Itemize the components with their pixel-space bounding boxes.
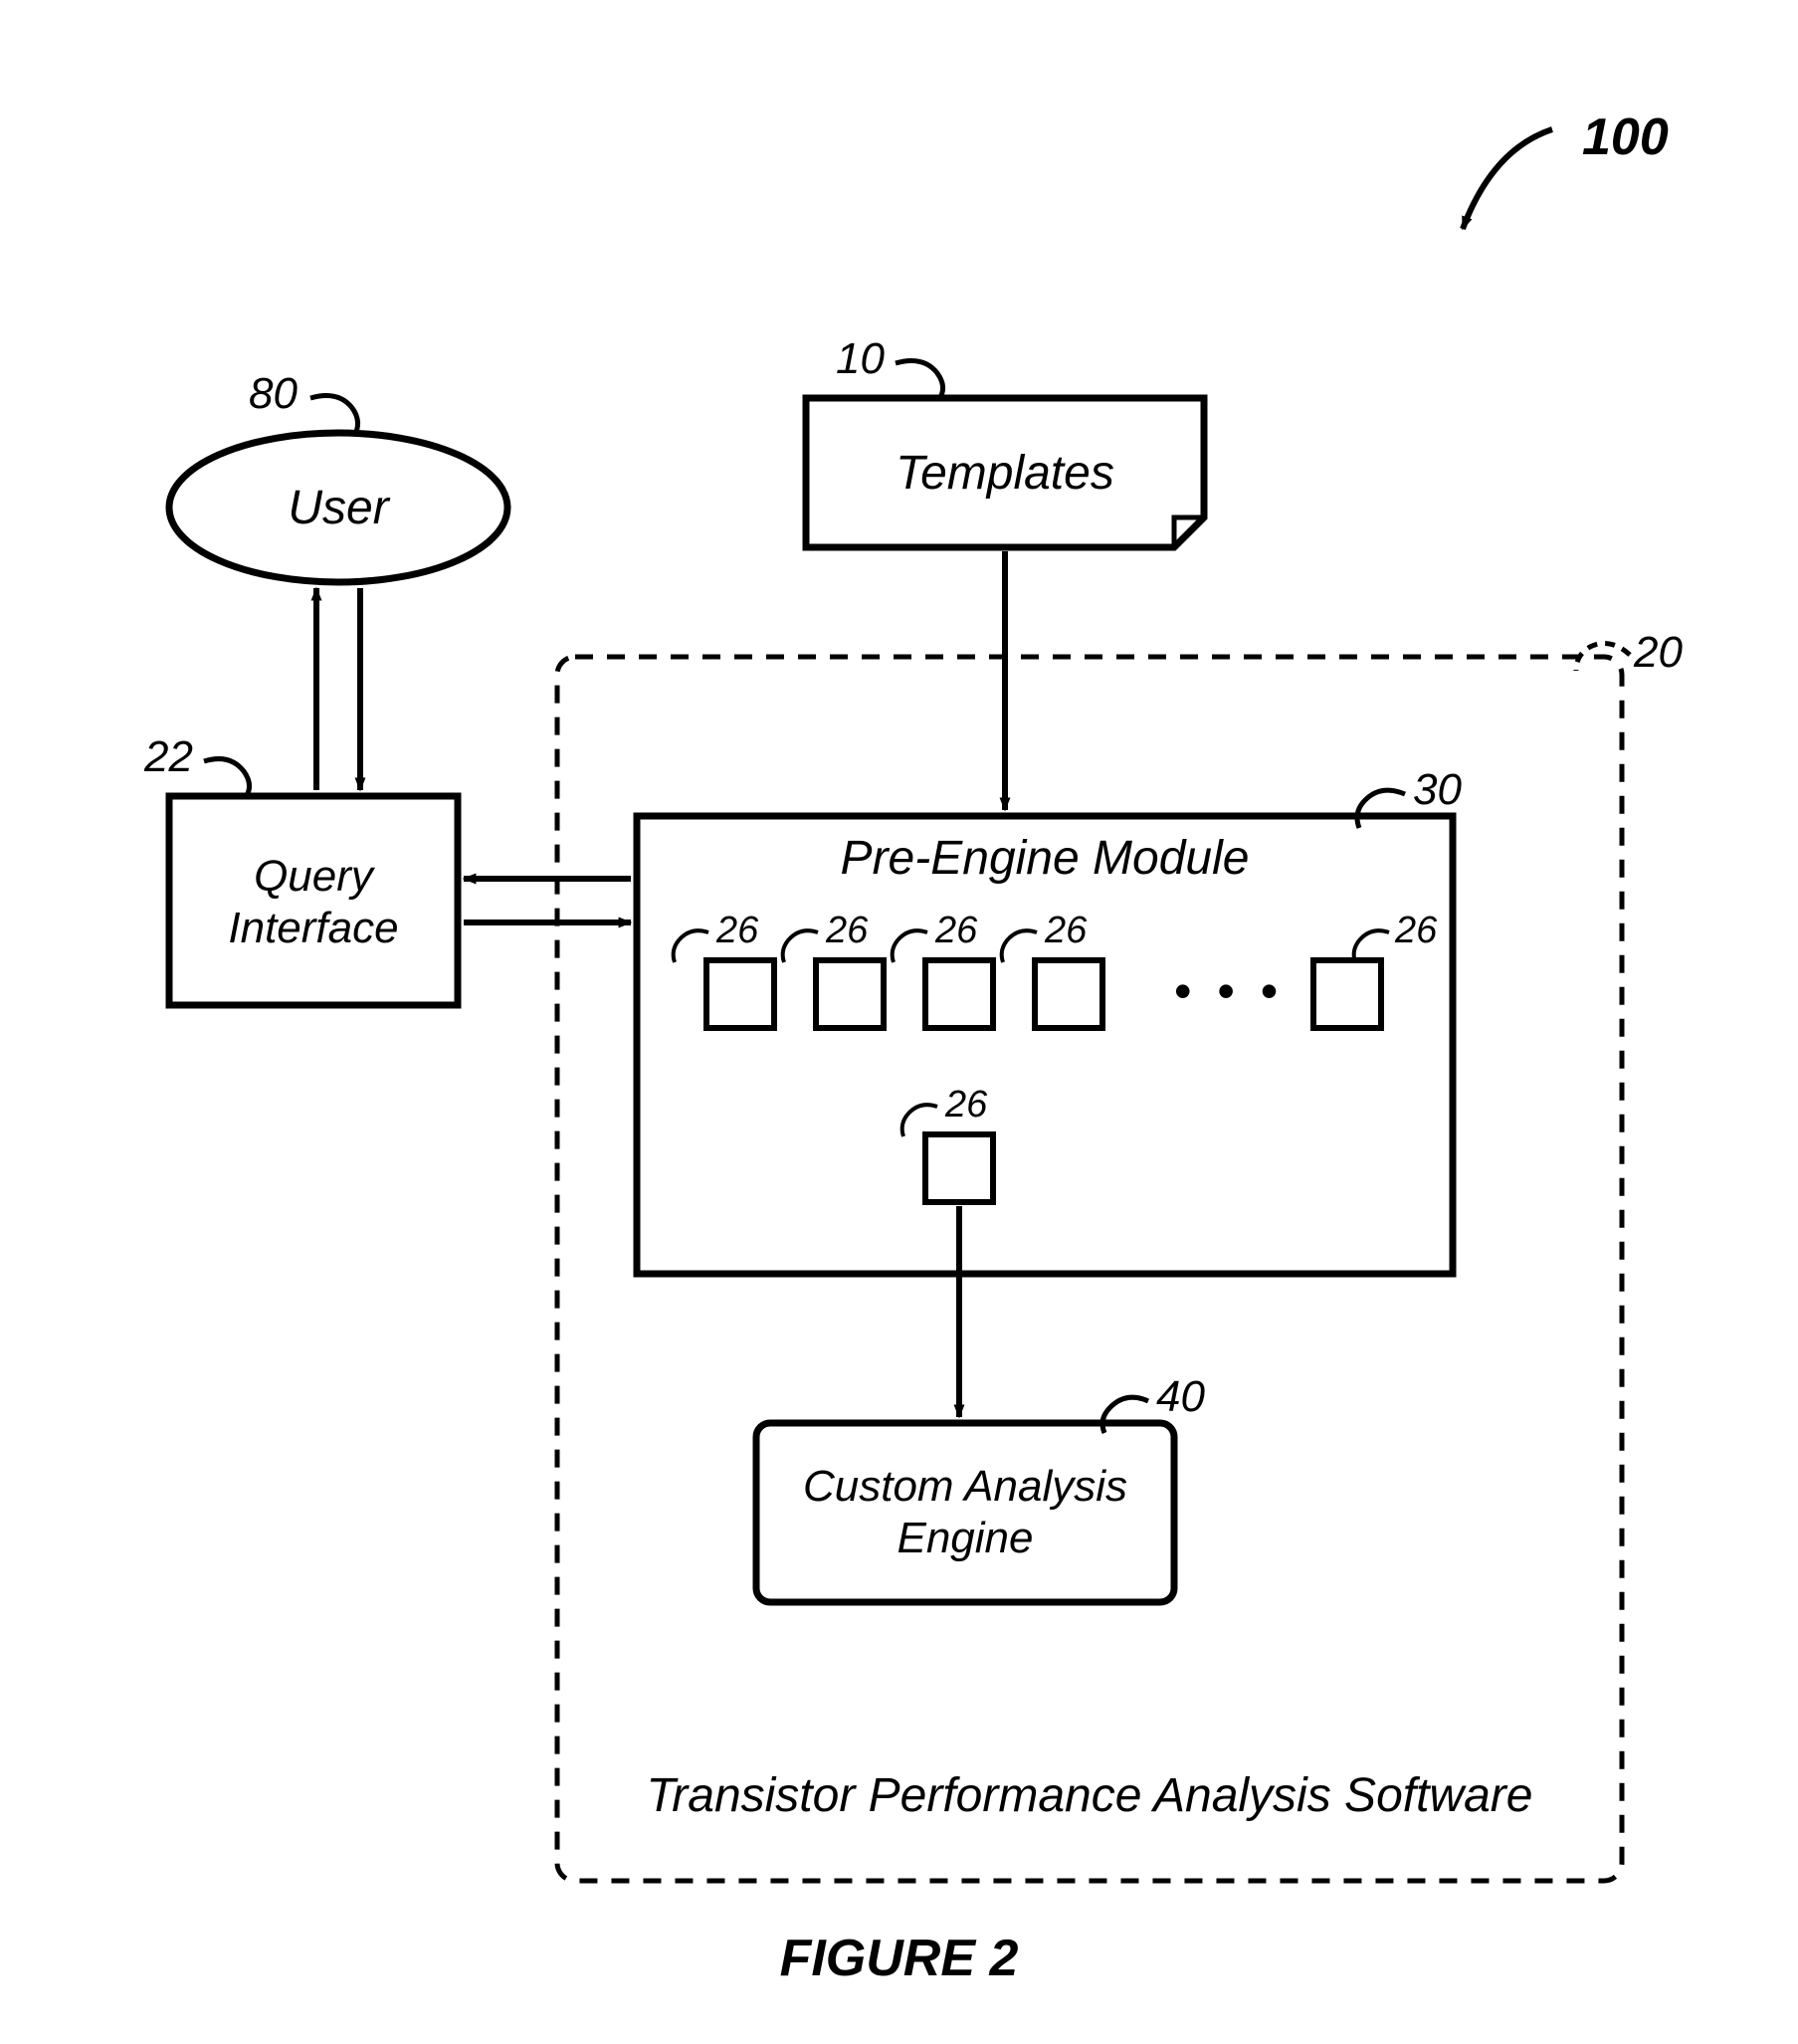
user-label: User: [288, 482, 390, 534]
pre-engine-label: Pre-Engine Module: [841, 832, 1250, 885]
system-ref-label: 100: [1582, 108, 1669, 166]
user-ref: 80: [249, 369, 298, 418]
analysis-engine-label-2: Engine: [897, 1514, 1033, 1562]
pre-engine-node: [637, 816, 1453, 1274]
analysis-engine-ref: 40: [1156, 1372, 1205, 1421]
query-interface-ref: 22: [143, 732, 193, 781]
pre-engine-ellipsis: • • •: [1174, 963, 1284, 1019]
pre-engine-item: [1035, 960, 1102, 1028]
software-container-label: Transistor Performance Analysis Software: [647, 1769, 1533, 1822]
query-interface-label-1: Query: [254, 852, 376, 901]
pre-engine-item-ref: 26: [825, 910, 869, 951]
pre-engine-item: [706, 960, 774, 1028]
figure-caption: FIGURE 2: [780, 1930, 1019, 1987]
pre-engine-item-result-ref: 26: [944, 1084, 988, 1125]
pre-engine-item-ref: 26: [934, 910, 978, 951]
pre-engine-item-ref: 26: [1044, 910, 1088, 951]
pre-engine-ref: 30: [1413, 765, 1462, 814]
software-ref: 20: [1633, 628, 1683, 677]
query-interface-label-2: Interface: [228, 904, 398, 952]
pre-engine-item-ref: 26: [715, 910, 759, 951]
query-interface-node: [169, 796, 458, 1005]
pre-engine-item: [925, 960, 993, 1028]
templates-label: Templates: [896, 447, 1114, 500]
templates-ref: 10: [836, 334, 885, 383]
analysis-engine-label-1: Custom Analysis: [803, 1462, 1127, 1511]
pre-engine-item: [1313, 960, 1381, 1028]
analysis-engine-node: [756, 1423, 1174, 1602]
system-ref-arrow: [1463, 129, 1552, 229]
pre-engine-item-ref: 26: [1394, 910, 1438, 951]
pre-engine-item: [816, 960, 884, 1028]
pre-engine-item-result: [925, 1134, 993, 1202]
